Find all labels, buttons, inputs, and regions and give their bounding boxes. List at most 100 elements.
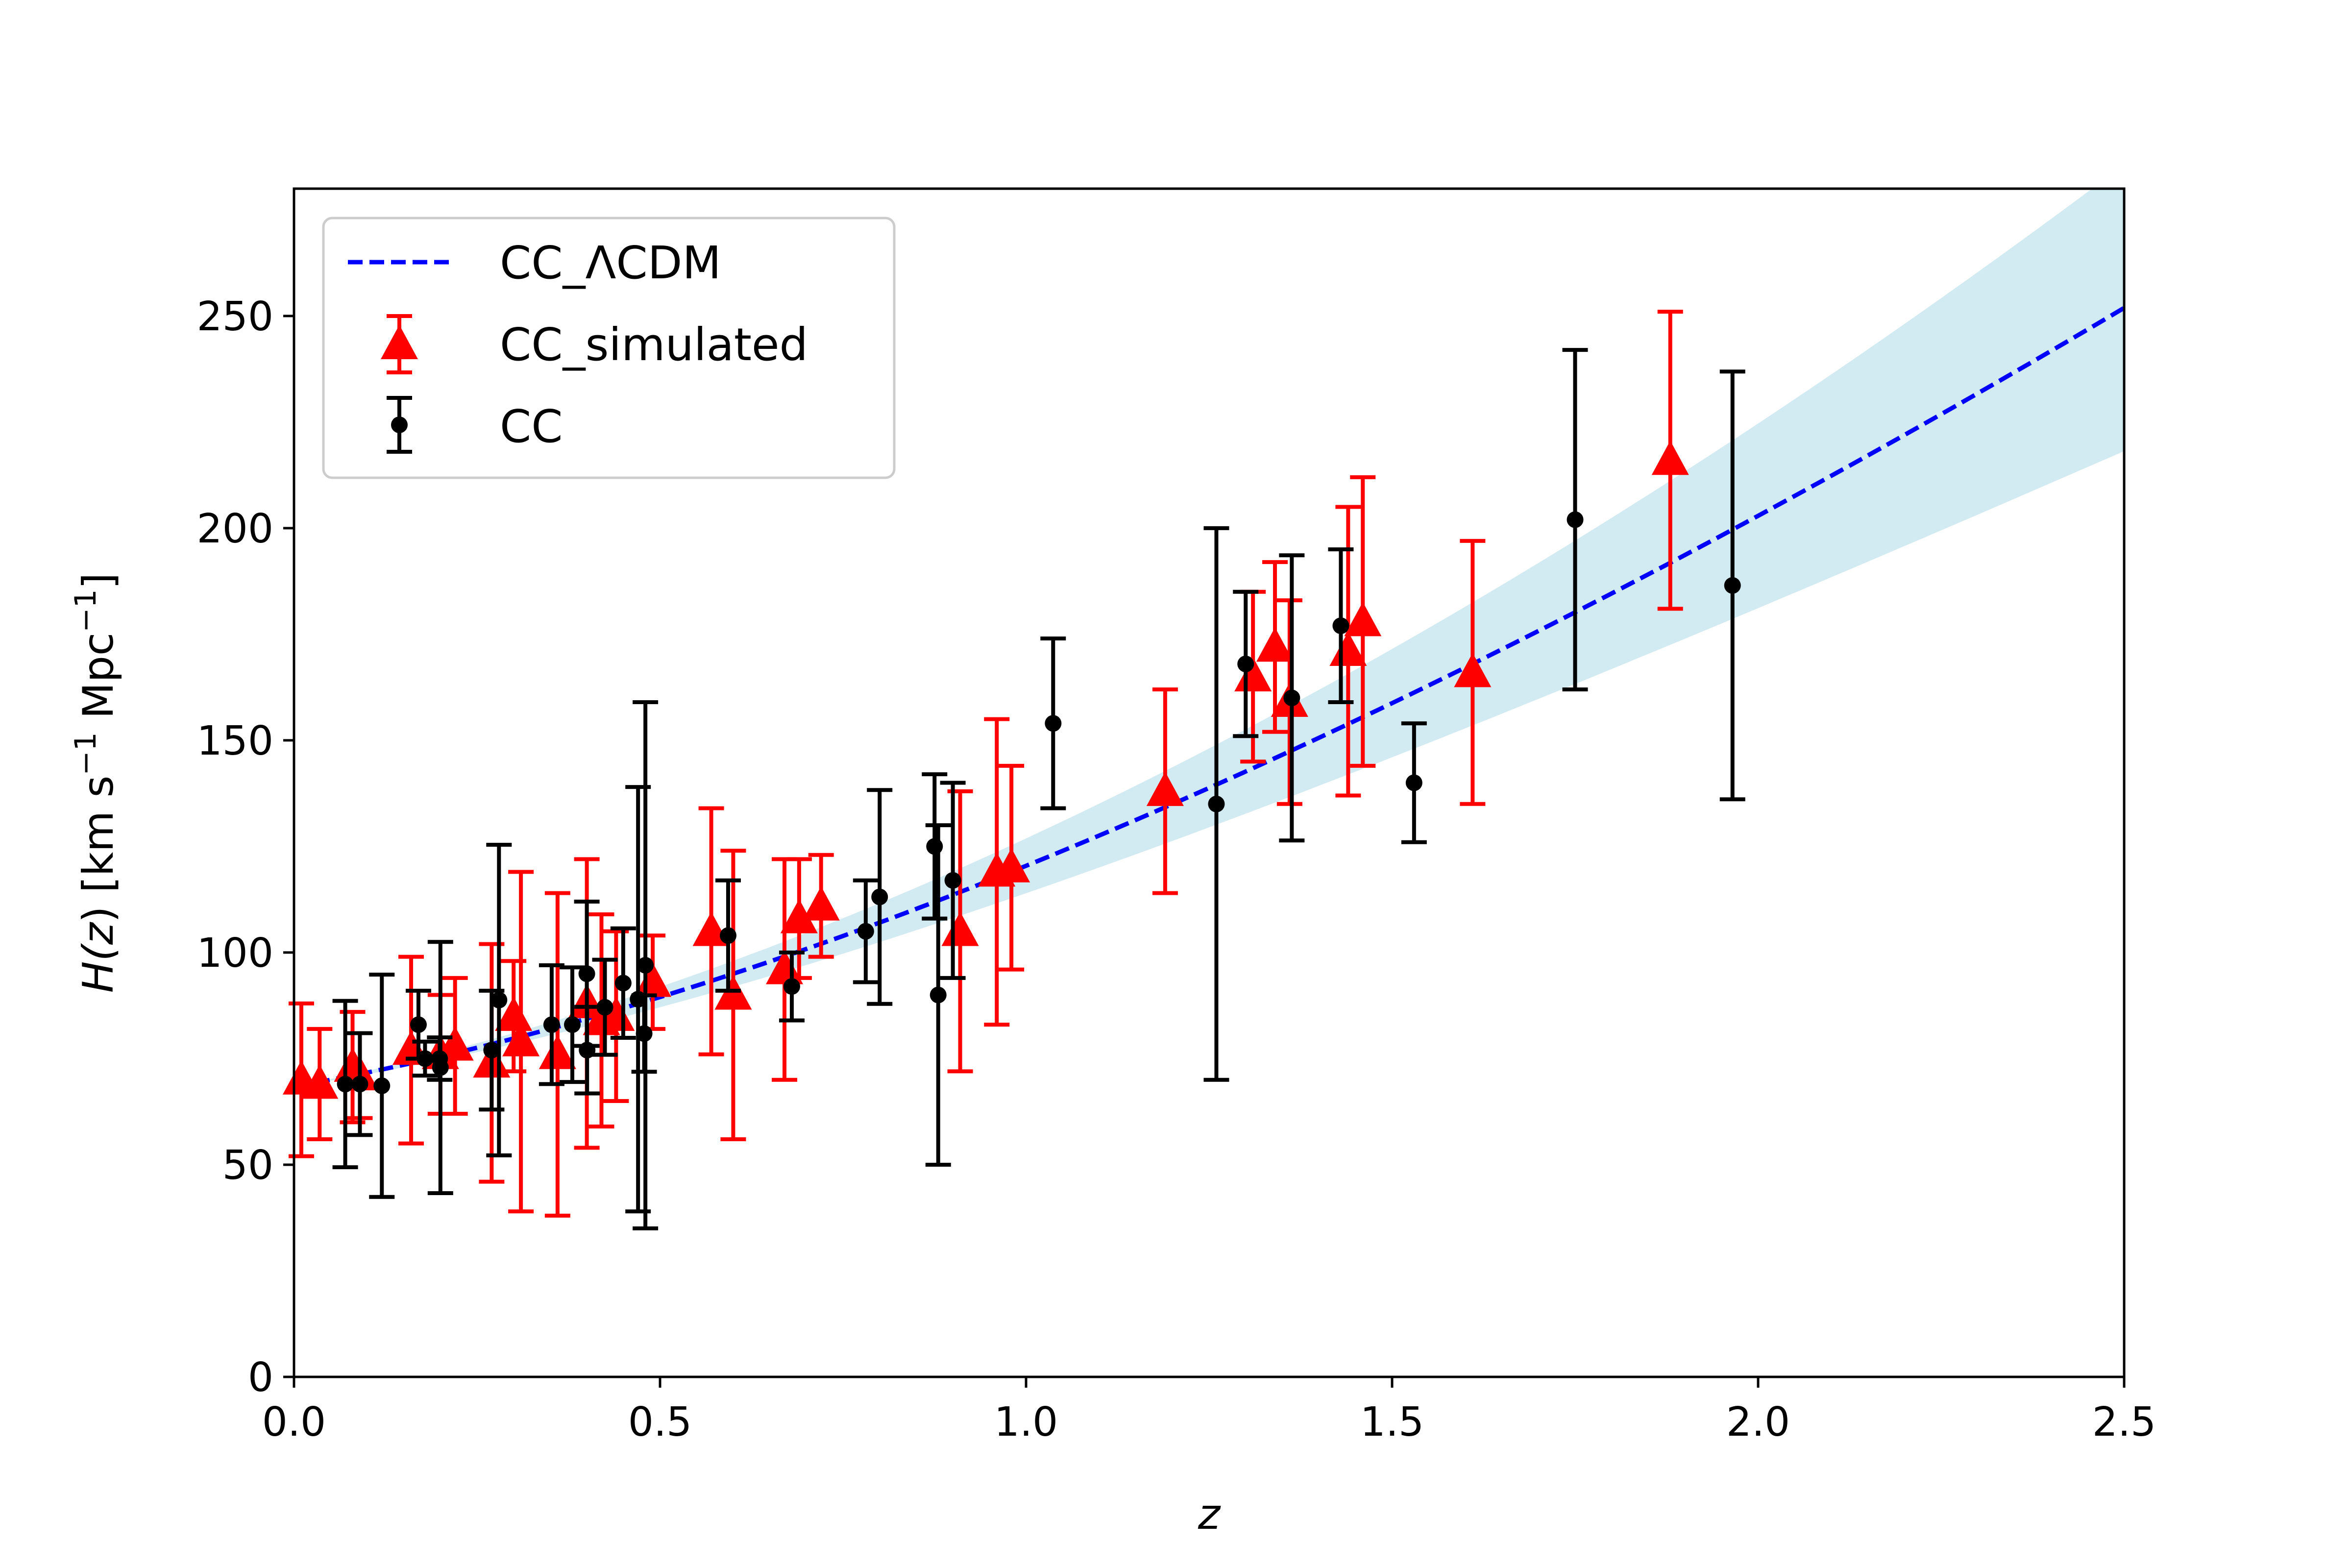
y-label-part: ) [km s bbox=[74, 776, 123, 923]
y-tick-label: 250 bbox=[196, 294, 273, 340]
simulated-point bbox=[692, 806, 730, 1056]
triangle-marker bbox=[941, 911, 979, 946]
simulated-point bbox=[436, 976, 474, 1116]
simulated-point bbox=[1454, 539, 1492, 806]
cc-point bbox=[332, 999, 358, 1170]
circle-marker bbox=[871, 888, 888, 906]
triangle-marker bbox=[993, 848, 1030, 882]
x-tick-label: 0.5 bbox=[628, 1399, 692, 1446]
cc-point bbox=[486, 842, 512, 1157]
circle-marker bbox=[490, 991, 508, 1008]
simulated-point bbox=[502, 870, 540, 1214]
circle-marker bbox=[1208, 795, 1225, 812]
simulated-point bbox=[993, 763, 1030, 972]
legend-label-simulated: CC_simulated bbox=[500, 318, 808, 371]
cc-point bbox=[539, 963, 564, 1086]
y-tick-label: 0 bbox=[248, 1354, 273, 1401]
circle-marker bbox=[596, 999, 613, 1016]
circle-marker bbox=[543, 1016, 560, 1033]
cc-point bbox=[1401, 721, 1427, 844]
y-tick-label: 150 bbox=[196, 718, 273, 764]
y-label-part: H( bbox=[74, 943, 123, 993]
legend: CC_ΛCDM CC_simulated CC bbox=[322, 217, 896, 479]
circle-marker bbox=[483, 1042, 500, 1059]
cc-point bbox=[405, 988, 431, 1061]
x-tick-label: 0.0 bbox=[262, 1399, 326, 1446]
legend-cc-swatch bbox=[387, 396, 412, 454]
cc-point bbox=[1328, 547, 1354, 704]
simulated-point bbox=[1146, 687, 1184, 895]
y-tick-label: 100 bbox=[196, 930, 273, 977]
y-label-part: Mpc bbox=[74, 633, 123, 732]
x-tick-label: 1.0 bbox=[994, 1399, 1058, 1446]
legend-box bbox=[322, 217, 896, 479]
cc-point bbox=[867, 788, 893, 1006]
legend-triangle-marker bbox=[381, 325, 418, 359]
x-tick-label: 2.5 bbox=[2092, 1399, 2156, 1446]
triangle-marker bbox=[1651, 441, 1689, 475]
circle-marker bbox=[1332, 617, 1349, 635]
triangle-marker bbox=[802, 886, 840, 921]
circle-marker bbox=[944, 872, 961, 889]
simulated-point bbox=[539, 891, 576, 1218]
y-axis-label: H(z) [km s−1 Mpc−1] bbox=[69, 573, 123, 993]
circle-marker bbox=[432, 1059, 449, 1076]
cc-point bbox=[427, 940, 453, 1195]
circle-marker bbox=[926, 838, 943, 855]
cc-point bbox=[1040, 637, 1066, 810]
simulated-point bbox=[301, 1027, 339, 1141]
triangle-marker bbox=[436, 1026, 474, 1061]
circle-marker bbox=[337, 1076, 354, 1093]
circle-marker bbox=[416, 1050, 434, 1067]
cc-point bbox=[1562, 348, 1588, 691]
circle-marker bbox=[410, 1016, 427, 1033]
cc-point bbox=[574, 1004, 600, 1096]
circle-marker bbox=[1283, 689, 1300, 707]
legend-simulated-swatch bbox=[381, 314, 418, 374]
circle-marker bbox=[783, 978, 800, 995]
x-axis-label: z bbox=[1198, 1490, 1221, 1539]
cc-point bbox=[1233, 589, 1259, 738]
cc-point bbox=[610, 926, 636, 1040]
cc-point bbox=[633, 700, 659, 1230]
triangle-marker bbox=[1454, 653, 1492, 687]
plot-frame bbox=[293, 187, 2126, 1378]
x-tick-label: 2.0 bbox=[1726, 1399, 1790, 1446]
triangle-marker bbox=[1344, 602, 1382, 637]
y-tick-label: 200 bbox=[196, 506, 273, 552]
triangle-marker bbox=[301, 1064, 339, 1099]
cc-point bbox=[925, 823, 951, 1167]
legend-label-model: CC_ΛCDM bbox=[500, 237, 721, 289]
cc-point bbox=[940, 781, 966, 980]
circle-marker bbox=[1237, 656, 1254, 672]
x-tick-label: 1.5 bbox=[1360, 1399, 1424, 1446]
circle-marker bbox=[373, 1077, 391, 1094]
simulated-point bbox=[1651, 310, 1689, 611]
triangle-marker bbox=[1329, 632, 1367, 666]
triangle-marker bbox=[1146, 771, 1184, 806]
triangle-marker bbox=[1256, 627, 1294, 662]
circle-marker bbox=[578, 965, 595, 982]
circle-marker bbox=[930, 986, 947, 1004]
simulated-point bbox=[1256, 560, 1294, 734]
triangle-marker bbox=[502, 1022, 540, 1056]
circle-marker bbox=[719, 927, 736, 944]
circle-marker bbox=[857, 923, 874, 940]
simulated-point bbox=[1329, 505, 1367, 798]
y-label-sup: −1 bbox=[69, 732, 103, 775]
cc-point bbox=[347, 1031, 373, 1137]
y-label-sup: −1 bbox=[69, 589, 103, 632]
triangle-marker bbox=[765, 950, 803, 984]
triangle-marker bbox=[1234, 657, 1272, 691]
y-label-var: z bbox=[74, 922, 123, 945]
cc-point bbox=[412, 1039, 438, 1078]
data-points-layer bbox=[282, 310, 1745, 1230]
y-label-part: ] bbox=[74, 573, 123, 589]
legend-label-cc: CC bbox=[500, 400, 563, 453]
cc-point bbox=[560, 965, 586, 1084]
circle-marker bbox=[351, 1076, 368, 1093]
simulated-point bbox=[802, 853, 840, 959]
circle-marker bbox=[1724, 577, 1741, 594]
